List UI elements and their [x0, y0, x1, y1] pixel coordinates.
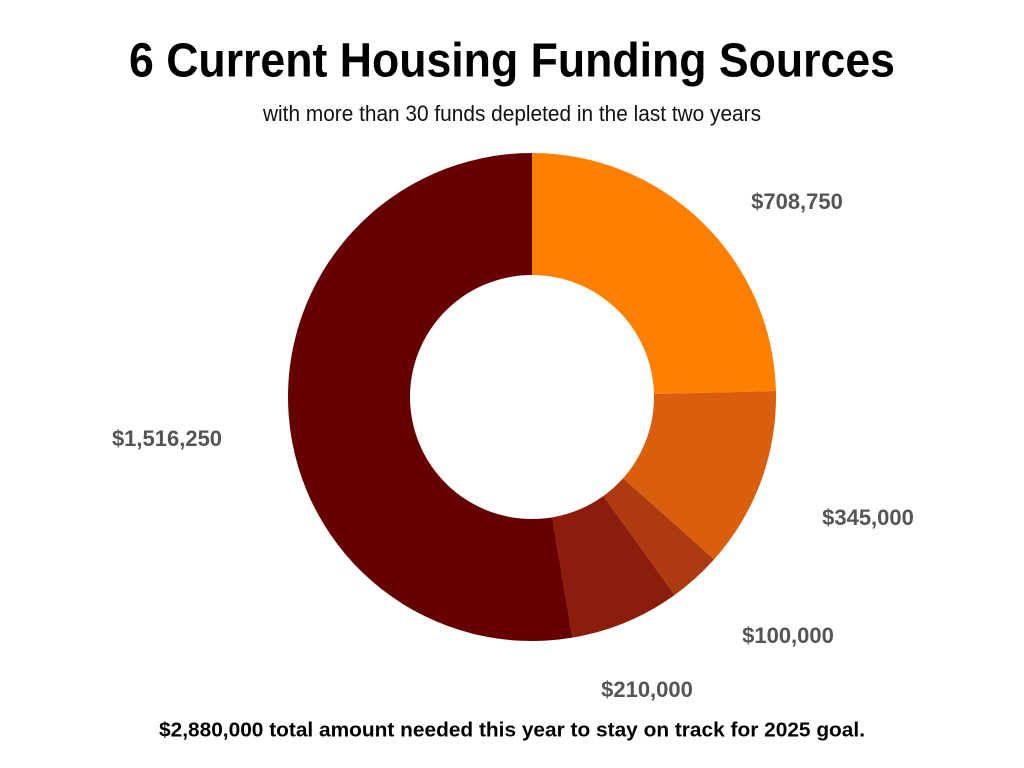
donut-segment — [532, 153, 776, 395]
donut-segment — [287, 153, 573, 642]
donut-segment — [603, 478, 715, 595]
value-label: $100,000 — [742, 623, 834, 648]
value-label: $1,516,250 — [112, 426, 222, 451]
chart-subtitle: with more than 30 funds depleted in the … — [262, 101, 761, 126]
value-label: $708,750 — [751, 189, 843, 214]
chart-title: 6 Current Housing Funding Sources — [129, 35, 895, 88]
donut-segment — [623, 391, 776, 560]
footer-note: $2,880,000 total amount needed this year… — [159, 719, 865, 741]
value-label: $210,000 — [601, 677, 693, 702]
donut-segment — [552, 495, 675, 638]
value-label: $345,000 — [822, 505, 914, 530]
